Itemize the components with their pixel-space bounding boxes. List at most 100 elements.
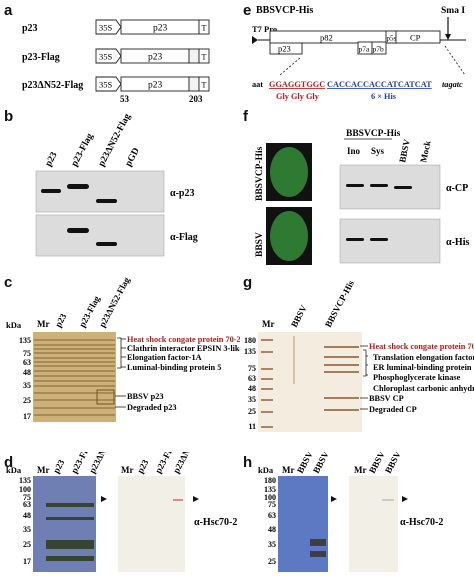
annotation: Degraded p23 bbox=[127, 403, 177, 412]
band bbox=[346, 184, 364, 187]
lane-label: p23ΔN52-Flag bbox=[87, 452, 122, 475]
mw-label: 48 bbox=[248, 384, 256, 393]
mw-label: 75 bbox=[268, 500, 276, 509]
lane-label: p23-Flag bbox=[70, 132, 96, 169]
mw-label: 75 bbox=[23, 349, 31, 358]
panel-h-blots: kDa Mr BBSV BBSVCP-His Mr BBSV BBSVCP-Hi… bbox=[258, 452, 443, 572]
antibody-label: α-Hsc70-2 bbox=[400, 517, 443, 528]
antibody-label: α-Hsc70-2 bbox=[194, 517, 237, 528]
western-membrane bbox=[118, 476, 185, 572]
coomassie-gel bbox=[278, 476, 328, 572]
gene-label: p7b bbox=[373, 45, 385, 54]
lane-label: p23ΔN52-Flag bbox=[171, 452, 206, 475]
terminator-label: T bbox=[202, 81, 207, 90]
mw-label: 135 bbox=[19, 336, 31, 345]
annotation: Luminal-binding protein 5 bbox=[127, 363, 221, 372]
gene-label: p82 bbox=[320, 33, 333, 43]
antibody-label-his: α-His bbox=[446, 237, 469, 248]
construct-label-2: p23-Flag bbox=[22, 52, 60, 63]
mw-label: 180 bbox=[244, 336, 256, 345]
panel-d-blots: kDa Mr p23 p23-Flag p23ΔN52-Flag Mr p23 … bbox=[6, 452, 237, 572]
seq-gly: GGAGGTGGC bbox=[269, 80, 325, 89]
annotation: Clathrin interactor EPSIN 3-like bbox=[127, 344, 240, 353]
gel-bands bbox=[46, 503, 94, 561]
band bbox=[394, 186, 412, 189]
mw-label: 25 bbox=[23, 396, 31, 405]
p23-band-box bbox=[96, 389, 115, 405]
mw-label: 25 bbox=[23, 540, 31, 549]
band bbox=[67, 184, 89, 189]
mw-label: 100 bbox=[19, 485, 31, 494]
gel-bands bbox=[34, 339, 115, 416]
annotation-hsc70: Heat shock congate protein 70-2 bbox=[127, 335, 240, 344]
panel-e-construct: BBSVCP-His Sma I T7 Pro p23 p82 p7a p7b … bbox=[252, 5, 466, 101]
annotation: ER luminal-binding protein bbox=[373, 363, 472, 372]
panel-label-f: f bbox=[243, 108, 248, 125]
gel-bands bbox=[310, 539, 326, 557]
arrowhead bbox=[402, 496, 408, 502]
lane-label: p23ΔN52-Flag bbox=[97, 275, 132, 329]
row-label-bbsv: BBSV bbox=[255, 232, 265, 257]
lane-label: Ino bbox=[347, 146, 361, 156]
mw-label: 180 bbox=[264, 476, 276, 485]
annotation: Chloroplast carbonic anhydrase bbox=[373, 384, 474, 393]
marker-label: Mr bbox=[354, 465, 367, 475]
annotation-hsc70: Heat shock congate protein 70-2 bbox=[369, 342, 474, 351]
mw-label: 35 bbox=[23, 381, 31, 390]
promoter-label: 35S bbox=[99, 80, 113, 90]
marker-label: Mr bbox=[282, 465, 295, 475]
lane-label: BBSV bbox=[397, 138, 412, 164]
position-203: 203 bbox=[189, 94, 203, 104]
promoter-label: 35S bbox=[99, 23, 113, 33]
kda-label: kDa bbox=[6, 465, 22, 475]
western-membrane bbox=[349, 476, 398, 572]
panel-a-constructs: p23 p23-Flag p23ΔN52-Flag 35S p23 T 35S … bbox=[22, 19, 210, 104]
his-translation: 6 × His bbox=[371, 92, 397, 101]
panel-g-silver-gel: Mr BBSV BBSVCP-His 180 135 75 63 48 35 2… bbox=[244, 278, 474, 432]
mw-label: 35 bbox=[268, 540, 276, 549]
lane-label: p23 bbox=[51, 457, 67, 475]
band bbox=[96, 199, 117, 203]
seq-suffix: tagatc bbox=[442, 80, 463, 89]
gene-label: p23 bbox=[148, 81, 163, 91]
band bbox=[370, 238, 388, 241]
marker-label: Mr bbox=[121, 465, 134, 475]
mw-label: 17 bbox=[23, 412, 31, 421]
arrowhead bbox=[101, 496, 107, 502]
arrowhead bbox=[331, 496, 337, 502]
row-label-cp-his: BBSVCP-His bbox=[255, 146, 265, 201]
lane-label: BBSVCP-His bbox=[311, 452, 344, 475]
mw-label: 35 bbox=[248, 395, 256, 404]
band bbox=[41, 189, 61, 193]
panel-label-g: g bbox=[243, 274, 253, 291]
panel-label-d: d bbox=[4, 454, 14, 471]
marker-label: Mr bbox=[37, 319, 50, 329]
position-53: 53 bbox=[120, 94, 130, 104]
annotation: Degraded CP bbox=[369, 405, 417, 414]
construct-title: BBSVCP-His bbox=[256, 5, 313, 16]
mw-label: 25 bbox=[268, 557, 276, 566]
band bbox=[370, 184, 388, 187]
antibody-label-p23: α-p23 bbox=[170, 188, 194, 199]
arrowhead bbox=[193, 496, 199, 502]
annotation: BBSV CP bbox=[369, 394, 404, 403]
gene-label: p5s bbox=[387, 35, 397, 43]
seq-prefix: aat bbox=[252, 80, 263, 89]
annotation: Translation elongation factor bbox=[373, 353, 474, 362]
annotation: Phosphoglycerate kinase bbox=[373, 373, 461, 382]
leaf bbox=[270, 147, 308, 197]
construct-label-1: p23 bbox=[22, 23, 38, 34]
lane-label: Mock bbox=[418, 140, 432, 164]
leaf bbox=[270, 211, 308, 261]
band bbox=[173, 499, 183, 501]
panel-label-e: e bbox=[243, 2, 252, 19]
group-label: BBSVCP-His bbox=[346, 129, 401, 139]
seq-his: CACCACCACCATCATCAT bbox=[327, 80, 432, 89]
band bbox=[67, 228, 89, 233]
mw-label: 75 bbox=[248, 364, 256, 373]
mw-label: 48 bbox=[268, 525, 276, 534]
panel-label-c: c bbox=[4, 274, 13, 291]
terminator-label: T bbox=[202, 53, 207, 62]
panel-b-western: p23 p23-Flag p23ΔN52-Flag pGD α-p23 α-Fl… bbox=[35, 112, 198, 257]
mw-label: 135 bbox=[19, 476, 31, 485]
